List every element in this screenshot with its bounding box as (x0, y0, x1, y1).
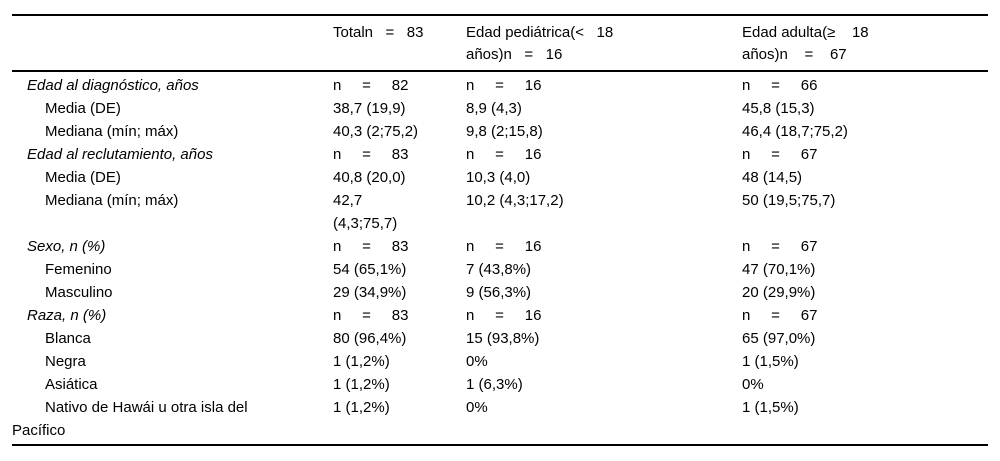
row-label: Media (DE) (45, 169, 121, 186)
row-label: Mediana (mín; máx) (45, 192, 179, 209)
header-empty (12, 15, 333, 71)
cell-adult: 45,8 (15,3) (742, 100, 815, 117)
table-row: Sexo, n (%) n = 83 n = 16 n = 67 (12, 235, 988, 258)
table-row: Mediana (mín; máx) 42,7 (4,3;75,7) 10,2 (4… (12, 189, 988, 235)
table-row: Edad al diagnóstico, años n = 82 n = 16 n =… (12, 71, 988, 97)
cell-adult: 47 (70,1%) (742, 261, 816, 278)
cell-pediatric: n = 16 (466, 146, 542, 163)
row-label: Edad al diagnóstico, años (27, 77, 199, 94)
cell-total: n = 82 (333, 77, 409, 94)
row-label: Raza, n (%) (27, 307, 107, 324)
table-body: Edad al diagnóstico, años n = 82 n = 16 n =… (12, 71, 988, 445)
cell-adult: 48 (14,5) (742, 169, 803, 186)
cell-adult: n = 67 (742, 307, 818, 324)
cell-adult: 0% (742, 376, 764, 393)
table-row: Masculino 29 (34,9%) 9 (56,3%) 20 (29,9%) (12, 281, 988, 304)
demographics-table: Totaln = 83 Edad pediátrica(< 18 años)n … (12, 14, 988, 446)
cell-adult: n = 67 (742, 146, 818, 163)
cell-adult: 1 (1,5%) (742, 353, 799, 370)
cell-adult: 65 (97,0%) (742, 330, 816, 347)
row-label: Mediana (mín; máx) (45, 123, 179, 140)
row-label: Negra (45, 353, 86, 370)
cell-pediatric: 8,9 (4,3) (466, 100, 522, 117)
cell-total: 1 (1,2%) (333, 376, 390, 393)
table-row: Nativo de Hawái u otra isla del Pacífico… (12, 396, 988, 445)
cell-pediatric: 9 (56,3%) (466, 284, 532, 301)
cell-total: 40,3 (2;75,2) (333, 123, 419, 140)
cell-total: 1 (1,2%) (333, 399, 390, 416)
row-label: Asiática (45, 376, 98, 393)
cell-pediatric: 10,3 (4,0) (466, 169, 531, 186)
header-adult-age: Edad adulta(≥ 18 años)n = 67 (742, 24, 869, 63)
cell-total: n = 83 (333, 307, 409, 324)
cell-pediatric: n = 16 (466, 238, 542, 255)
table-row: Mediana (mín; máx) 40,3 (2;75,2) 9,8 (2;15… (12, 120, 988, 143)
row-label: Media (DE) (45, 100, 121, 117)
cell-adult: 46,4 (18,7;75,2) (742, 123, 848, 140)
header-pediatric-age: Edad pediátrica(< 18 años)n = 16 (466, 24, 614, 63)
cell-pediatric: 10,2 (4,3;17,2) (466, 192, 564, 209)
table-row: Negra 1 (1,2%) 0% 1 (1,5%) (12, 350, 988, 373)
cell-total: n = 83 (333, 146, 409, 163)
table-row: Media (DE) 38,7 (19,9) 8,9 (4,3) 45,8 (15,3… (12, 97, 988, 120)
cell-pediatric: 7 (43,8%) (466, 261, 532, 278)
row-label: Blanca (45, 330, 91, 347)
cell-total: 1 (1,2%) (333, 353, 390, 370)
cell-adult: 1 (1,5%) (742, 399, 799, 416)
cell-adult: n = 67 (742, 238, 818, 255)
table-row: Blanca 80 (96,4%) 15 (93,8%) 65 (97,0%) (12, 327, 988, 350)
table-row: Edad al reclutamiento, años n = 83 n = 16 n… (12, 143, 988, 166)
row-label: Edad al reclutamiento, años (27, 146, 213, 163)
cell-pediatric: 15 (93,8%) (466, 330, 540, 347)
cell-pediatric: 0% (466, 399, 488, 416)
row-label: Nativo de Hawái u otra isla del Pacífico (12, 399, 248, 439)
cell-pediatric: 1 (6,3%) (466, 376, 523, 393)
table-row: Asiática 1 (1,2%) 1 (6,3%) 0% (12, 373, 988, 396)
table-header-row: Totaln = 83 Edad pediátrica(< 18 años)n … (12, 15, 988, 71)
cell-total: 80 (96,4%) (333, 330, 407, 347)
row-label: Femenino (45, 261, 112, 278)
cell-total: 42,7 (4,3;75,7) (333, 192, 398, 232)
cell-total: 29 (34,9%) (333, 284, 407, 301)
row-label: Masculino (45, 284, 113, 301)
cell-adult: n = 66 (742, 77, 818, 94)
cell-total: 40,8 (20,0) (333, 169, 406, 186)
table-row: Raza, n (%) n = 83 n = 16 n = 67 (12, 304, 988, 327)
cell-adult: 50 (19,5;75,7) (742, 192, 836, 209)
cell-total: n = 83 (333, 238, 409, 255)
row-label: Sexo, n (%) (27, 238, 106, 255)
cell-adult: 20 (29,9%) (742, 284, 816, 301)
cell-total: 38,7 (19,9) (333, 100, 406, 117)
cell-pediatric: 9,8 (2;15,8) (466, 123, 543, 140)
cell-pediatric: 0% (466, 353, 488, 370)
table-row: Media (DE) 40,8 (20,0) 10,3 (4,0) 48 (14,5) (12, 166, 988, 189)
cell-pediatric: n = 16 (466, 307, 542, 324)
cell-pediatric: n = 16 (466, 77, 542, 94)
cell-total: 54 (65,1%) (333, 261, 407, 278)
table-row: Femenino 54 (65,1%) 7 (43,8%) 47 (70,1%) (12, 258, 988, 281)
header-total: Totaln = 83 (333, 24, 424, 41)
